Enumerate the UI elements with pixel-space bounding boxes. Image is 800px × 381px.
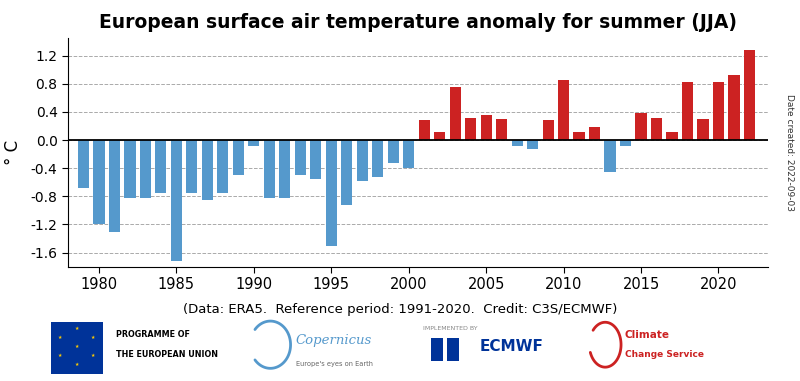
Text: ★: ★	[58, 353, 62, 358]
Text: ★: ★	[58, 335, 62, 340]
Bar	[341, 140, 352, 205]
Bar	[605, 140, 616, 172]
Bar	[558, 80, 569, 140]
Text: ★: ★	[74, 326, 79, 331]
Bar	[465, 118, 476, 140]
Text: Change Service: Change Service	[625, 350, 704, 359]
Bar	[326, 140, 337, 246]
Bar	[109, 140, 120, 232]
Text: Copernicus: Copernicus	[296, 334, 372, 347]
Bar	[202, 140, 213, 200]
Bar	[481, 115, 492, 140]
Bar	[666, 132, 678, 140]
Bar	[388, 140, 398, 163]
Title: European surface air temperature anomaly for summer (JJA): European surface air temperature anomaly…	[99, 13, 737, 32]
Bar	[682, 82, 693, 140]
Bar	[155, 140, 166, 193]
Bar	[434, 132, 446, 140]
Bar	[218, 140, 229, 193]
Bar	[450, 87, 461, 140]
Text: (Data: ERA5.  Reference period: 1991-2020.  Credit: C3S/ECMWF): (Data: ERA5. Reference period: 1991-2020…	[183, 303, 617, 316]
Bar	[310, 140, 322, 179]
Text: ECMWF: ECMWF	[479, 339, 543, 354]
Bar	[744, 50, 755, 140]
Bar	[78, 140, 89, 188]
Bar	[713, 82, 724, 140]
Text: Climate: Climate	[625, 330, 670, 340]
Bar	[403, 140, 414, 168]
Bar	[496, 119, 507, 140]
Bar	[635, 114, 646, 140]
Bar	[431, 338, 443, 361]
Bar	[418, 120, 430, 140]
Text: PROGRAMME OF: PROGRAMME OF	[115, 330, 190, 339]
Bar	[248, 140, 259, 146]
Y-axis label: ° C: ° C	[4, 140, 22, 165]
Bar	[279, 140, 290, 198]
Bar	[140, 140, 151, 198]
Text: ★: ★	[74, 362, 79, 367]
Bar	[94, 140, 105, 224]
Bar	[651, 118, 662, 140]
Bar	[728, 75, 739, 140]
Bar	[357, 140, 368, 181]
Bar	[511, 140, 522, 146]
Text: ★: ★	[74, 344, 79, 349]
Bar	[124, 140, 135, 198]
Bar	[542, 120, 554, 140]
Text: ★: ★	[91, 335, 95, 340]
Bar	[447, 338, 459, 361]
Bar	[171, 140, 182, 261]
Bar	[186, 140, 198, 193]
Bar	[233, 140, 244, 175]
Bar	[294, 140, 306, 175]
Text: ★: ★	[91, 353, 95, 358]
Bar	[620, 140, 631, 146]
Bar	[51, 322, 102, 374]
Bar	[372, 140, 383, 177]
Bar	[698, 119, 709, 140]
Text: THE EUROPEAN UNION: THE EUROPEAN UNION	[115, 350, 218, 359]
Bar	[574, 132, 585, 140]
Bar	[527, 140, 538, 149]
Bar	[264, 140, 275, 198]
Text: Europe's eyes on Earth: Europe's eyes on Earth	[296, 361, 373, 367]
Text: Date created: 2022-09-03: Date created: 2022-09-03	[786, 94, 794, 211]
Bar	[589, 127, 600, 140]
Text: IMPLEMENTED BY: IMPLEMENTED BY	[423, 326, 478, 331]
